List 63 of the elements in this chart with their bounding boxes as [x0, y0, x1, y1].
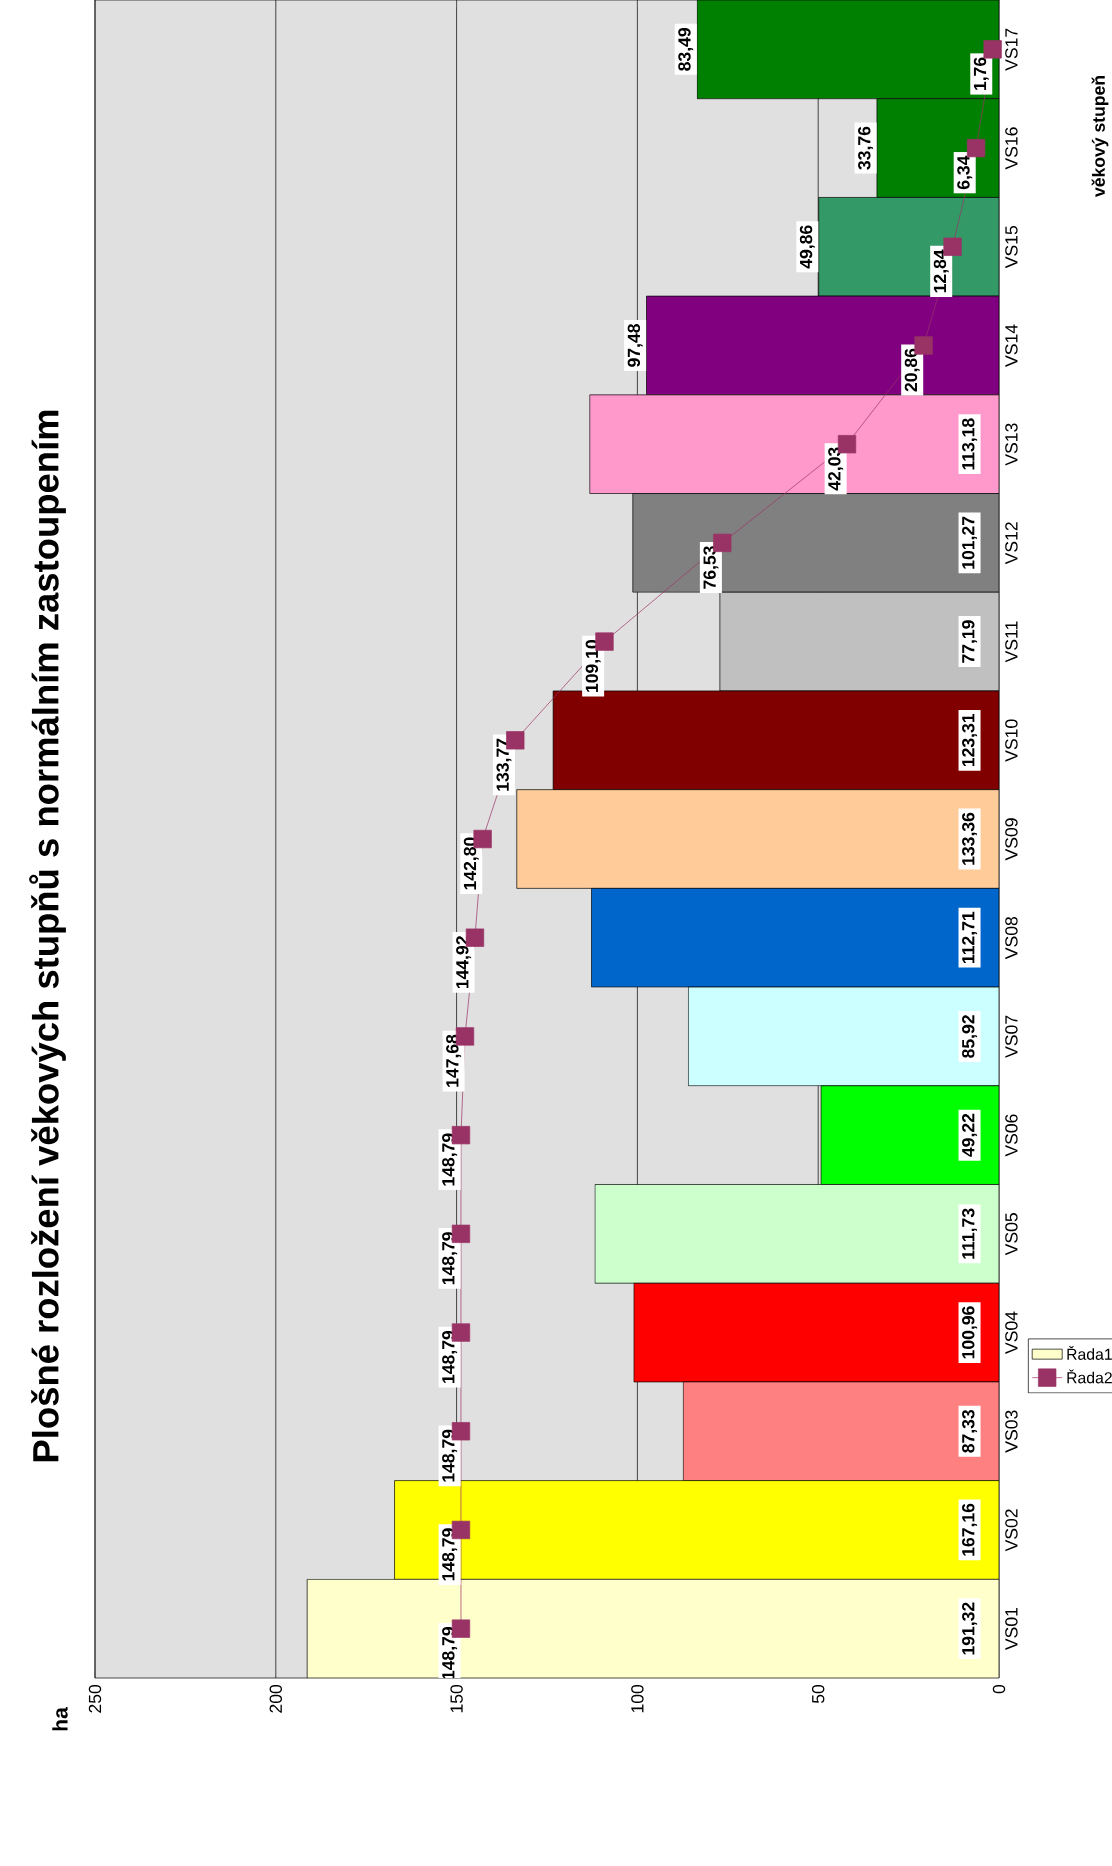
data-label: 133,77	[496, 738, 512, 791]
data-label: 191,32	[962, 1602, 978, 1655]
data-label: 147,68	[446, 1034, 462, 1087]
x-tick-label: 100	[631, 1684, 644, 1713]
data-label: 20,86	[904, 348, 920, 392]
y-axis-title: věkový stupeň	[1091, 76, 1109, 197]
data-label: 111,73	[962, 1208, 978, 1259]
data-label: 76,53	[703, 546, 719, 589]
data-label: 133,36	[962, 812, 978, 865]
data-label: 85,92	[962, 1015, 978, 1058]
x-tick-label: 150	[450, 1684, 463, 1713]
y-tick-label: VS01	[1005, 1608, 1018, 1651]
data-label: 87,33	[962, 1409, 978, 1453]
y-tick-label: VS12	[1005, 522, 1018, 565]
data-label: 6,34	[957, 155, 973, 190]
point	[983, 40, 1002, 59]
data-label: 148,79	[442, 1232, 458, 1285]
data-label: 49,86	[799, 225, 815, 269]
data-label: 1,76	[973, 57, 989, 90]
y-tick-label: VS14	[1005, 324, 1018, 367]
data-label: 97,48	[627, 324, 643, 367]
data-label: 144,92	[456, 936, 472, 989]
y-tick-label: VS07	[1005, 1015, 1018, 1058]
y-tick-label: VS09	[1005, 818, 1018, 861]
y-tick-label: VS08	[1005, 916, 1018, 960]
data-label: 83,49	[678, 28, 694, 71]
data-label: 112,71	[962, 911, 978, 964]
text: Plošné rozložení věkových stupňů s normálním zastoupením	[29, 410, 66, 1462]
data-label: 101,27	[962, 516, 978, 569]
legend-label: Řada1	[1067, 1345, 1112, 1360]
data-label: 49,22	[962, 1113, 978, 1157]
y-tick-label: VS02	[1005, 1509, 1018, 1552]
y-tick-label: VS13	[1005, 423, 1018, 466]
x-tick-label: 250	[88, 1684, 102, 1713]
data-label: 167,16	[962, 1503, 978, 1556]
data-label: 142,80	[463, 837, 479, 890]
x-tick-label: 50	[811, 1684, 825, 1704]
data-label: 148,79	[442, 1429, 458, 1482]
y-tick-label: VS04	[1005, 1311, 1018, 1354]
data-label: 77,19	[962, 620, 978, 663]
y-tick-label: VS11	[1005, 621, 1018, 663]
data-label: 33,76	[858, 126, 874, 170]
y-tick-label: VS16	[1005, 127, 1018, 170]
data-label: 113,18	[962, 418, 978, 470]
data-label: 148,79	[442, 1330, 458, 1383]
data-label: 109,10	[585, 640, 601, 692]
data-label: 123,31	[962, 713, 978, 767]
data-label: 100,96	[962, 1306, 978, 1359]
x-tick-label: 200	[269, 1684, 282, 1713]
text: ha	[52, 1707, 68, 1731]
data-label: 148,79	[442, 1133, 458, 1186]
y-tick-label: VS06	[1005, 1114, 1018, 1157]
y-tick-label: VS15	[1005, 226, 1018, 269]
x-tick-label: 0	[992, 1684, 1006, 1694]
legend-label: Řada2	[1067, 1369, 1112, 1384]
y-tick-label: VS17	[1005, 28, 1018, 71]
data-label: 148,79	[442, 1528, 458, 1581]
data-label: 42,03	[828, 447, 844, 491]
y-tick-label: VS03	[1005, 1410, 1018, 1453]
y-tick-label: VS10	[1005, 719, 1018, 762]
data-label: 12,84	[933, 249, 949, 293]
data-label: 148,79	[442, 1627, 458, 1680]
y-tick-label: VS05	[1005, 1213, 1018, 1256]
